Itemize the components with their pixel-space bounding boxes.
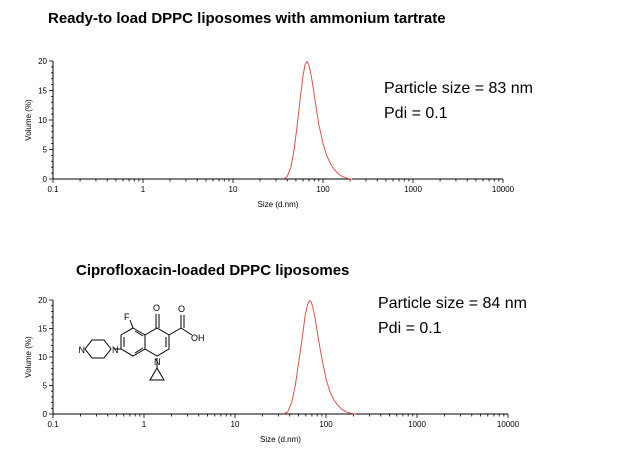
mol-label-n-pip: N: [112, 345, 119, 355]
chart-2-y-tick-label: 20: [38, 296, 47, 305]
mol-label-o-ketone: O: [153, 303, 160, 313]
chart-1-y-axis-label: Volume (%): [24, 99, 33, 141]
chart-2-x-tick-label: 1: [142, 420, 147, 429]
mol-label-f: F: [124, 312, 130, 322]
chart-1-x-tick-label: 10: [229, 185, 238, 194]
chart-1-y-tick-label: 15: [38, 87, 47, 96]
chart-1: 0.1 1 10 100 1000 10000 0 5 10 15 20 Size (d.nm) Vol…: [24, 57, 515, 209]
chart-2-y-tick-label: 0: [43, 410, 48, 419]
chart-2-x-axis-label: Size (d.nm): [260, 435, 301, 444]
chart-2-particle-size: Particle size = 84 nm: [378, 295, 527, 312]
chart-2-x-tick-label: 0.1: [47, 420, 59, 429]
chart-1-series-1-line: [282, 60, 353, 180]
chart-1-title: Ready-to load DPPC liposomes with ammoni…: [48, 10, 446, 27]
mol-label-hn: HN: [78, 345, 85, 355]
chart-1-pdi: Pdi = 0.1: [384, 105, 448, 122]
mol-label-n1: N: [154, 357, 161, 367]
chart-1-x-axis-label: Size (d.nm): [258, 200, 299, 209]
chart-1-y-tick-label: 0: [43, 175, 48, 184]
chart-1-y-tick-label: 20: [38, 57, 47, 66]
chart-1-particle-size: Particle size = 83 nm: [384, 80, 533, 97]
chart-1-x-tick-label: 1: [141, 185, 146, 194]
mol-label-oh: OH: [191, 333, 205, 343]
ciprofloxacin-structure-icon: F O O OH N N HN: [78, 303, 205, 381]
chart-1-x-tick-label: 0.1: [47, 185, 59, 194]
chart-2-y-tick-label: 15: [38, 325, 47, 334]
chart-1-y-tick-label: 10: [38, 116, 47, 125]
chart-2-x-tick-label: 100: [319, 420, 333, 429]
chart-1-annotations: Particle size = 83 nm Pdi = 0.1: [384, 76, 533, 126]
chart-2-x-tick-label: 10000: [497, 420, 520, 429]
chart-1-x-tick-label: 100: [316, 185, 330, 194]
chart-1-x-tick-label: 10000: [492, 185, 515, 194]
chart-1-x-tick-label: 1000: [404, 185, 422, 194]
chart-1-y-tick-label: 5: [43, 146, 48, 155]
chart-2-y-tick-label: 10: [38, 353, 47, 362]
chart-2-pdi: Pdi = 0.1: [378, 320, 442, 337]
chart-2-annotations: Particle size = 84 nm Pdi = 0.1: [378, 291, 527, 341]
chart-2-x-tick-label: 1000: [408, 420, 426, 429]
chart-2-y-tick-label: 5: [43, 382, 48, 391]
chart-2-x-tick-label: 10: [231, 420, 240, 429]
mol-label-o-acid: O: [178, 304, 185, 314]
chart-2-y-axis-label: Volume (%): [24, 336, 33, 378]
chart-2-title: Ciprofloxacin-loaded DPPC liposomes: [76, 262, 350, 279]
chart-2-series-1-line: [283, 299, 357, 415]
